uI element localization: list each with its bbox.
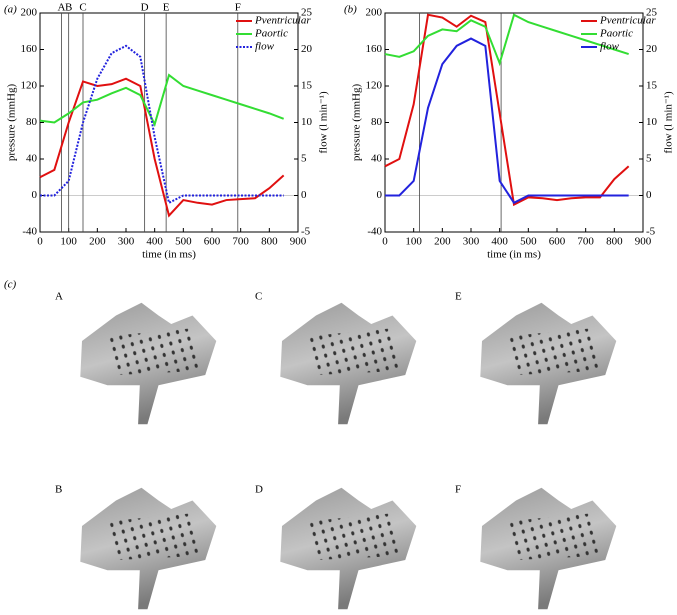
marker-label: E bbox=[163, 2, 170, 14]
photo bbox=[80, 487, 217, 610]
y-tick-label: 200 bbox=[366, 7, 383, 19]
photo bbox=[480, 487, 617, 610]
photo-label: C bbox=[255, 291, 262, 303]
y2-tick-label: 0 bbox=[301, 189, 307, 201]
y-tick-label: 0 bbox=[32, 189, 38, 201]
x-tick-label: 600 bbox=[549, 236, 566, 248]
x-tick-label: 100 bbox=[60, 236, 77, 248]
y2-tick-label: 10 bbox=[646, 116, 658, 128]
y-tick-label: 120 bbox=[366, 80, 383, 92]
photo-label: B bbox=[55, 484, 62, 496]
legend-label: flow bbox=[600, 41, 620, 53]
y2-tick-label: 0 bbox=[646, 189, 652, 201]
y-tick-label: -40 bbox=[367, 226, 382, 238]
y2-tick-label: 25 bbox=[301, 7, 313, 19]
photo-label: A bbox=[55, 291, 63, 303]
x-tick-label: 500 bbox=[175, 236, 192, 248]
x-tick-label: 900 bbox=[290, 236, 307, 248]
y2-tick-label: 25 bbox=[646, 7, 658, 19]
x-tick-label: 100 bbox=[405, 236, 422, 248]
x-tick-label: 900 bbox=[635, 236, 652, 248]
marker-label: D bbox=[141, 2, 149, 14]
y-tick-label: 80 bbox=[26, 116, 38, 128]
y2-tick-label: -5 bbox=[646, 226, 656, 238]
y2-axis-label: flow (l min⁻¹) bbox=[663, 91, 675, 154]
y-tick-label: 80 bbox=[371, 116, 383, 128]
series-line bbox=[384, 13, 630, 207]
x-tick-label: 700 bbox=[577, 236, 594, 248]
series-line bbox=[384, 13, 629, 67]
y2-tick-label: 20 bbox=[301, 43, 313, 55]
legend-label: Pventricular bbox=[254, 15, 311, 27]
y-tick-label: -40 bbox=[22, 226, 37, 238]
y-tick-label: 160 bbox=[21, 43, 38, 55]
panel-label: (c) bbox=[4, 279, 17, 291]
x-tick-label: 400 bbox=[491, 236, 508, 248]
y-axis-label: pressure (mmHg) bbox=[351, 84, 363, 162]
x-tick-label: 0 bbox=[37, 236, 43, 248]
panel-label: (a) bbox=[4, 4, 17, 16]
series-line bbox=[39, 73, 285, 128]
x-tick-label: 400 bbox=[146, 236, 163, 248]
y-tick-label: 200 bbox=[21, 7, 38, 19]
x-tick-label: 800 bbox=[261, 236, 278, 248]
photo bbox=[280, 302, 417, 425]
y2-tick-label: -5 bbox=[301, 226, 311, 238]
photo bbox=[80, 302, 217, 425]
photo-label: F bbox=[455, 484, 461, 496]
y2-tick-label: 10 bbox=[301, 116, 313, 128]
series-line bbox=[40, 44, 284, 205]
marker-label: C bbox=[79, 2, 86, 14]
x-tick-label: 200 bbox=[89, 236, 106, 248]
legend-label: Paortic bbox=[599, 28, 633, 40]
marker-label: A bbox=[58, 2, 66, 14]
marker-label: B bbox=[65, 2, 72, 14]
marker-label: F bbox=[235, 2, 241, 14]
x-tick-label: 700 bbox=[232, 236, 249, 248]
legend-label: Paortic bbox=[254, 28, 288, 40]
x-tick-label: 500 bbox=[520, 236, 537, 248]
y2-tick-label: 15 bbox=[646, 80, 658, 92]
photo bbox=[480, 302, 617, 425]
legend-label: Pventricular bbox=[599, 15, 656, 27]
y-tick-label: 40 bbox=[26, 153, 38, 165]
photo bbox=[280, 487, 417, 610]
x-axis-label: time (in ms) bbox=[142, 249, 196, 261]
y2-tick-label: 5 bbox=[646, 153, 652, 165]
y-tick-label: 40 bbox=[371, 153, 383, 165]
x-axis-label: time (in ms) bbox=[487, 249, 541, 261]
y2-tick-label: 20 bbox=[646, 43, 658, 55]
y-tick-label: 0 bbox=[377, 189, 383, 201]
y-tick-label: 120 bbox=[21, 80, 38, 92]
photo-label: D bbox=[255, 484, 263, 496]
x-tick-label: 600 bbox=[204, 236, 221, 248]
y2-tick-label: 15 bbox=[301, 80, 313, 92]
y2-tick-label: 5 bbox=[301, 153, 307, 165]
series-line bbox=[385, 37, 629, 205]
series-line bbox=[39, 77, 285, 218]
x-tick-label: 300 bbox=[118, 236, 135, 248]
x-tick-label: 300 bbox=[463, 236, 480, 248]
y-tick-label: 160 bbox=[366, 43, 383, 55]
y-axis-label: pressure (mmHg) bbox=[6, 84, 18, 162]
y2-axis-label: flow (l min⁻¹) bbox=[318, 91, 330, 154]
x-tick-label: 200 bbox=[434, 236, 451, 248]
x-tick-label: 800 bbox=[606, 236, 623, 248]
photo-label: E bbox=[455, 291, 462, 303]
legend-label: flow bbox=[255, 41, 275, 53]
x-tick-label: 0 bbox=[382, 236, 388, 248]
panel-label: (b) bbox=[344, 4, 357, 16]
